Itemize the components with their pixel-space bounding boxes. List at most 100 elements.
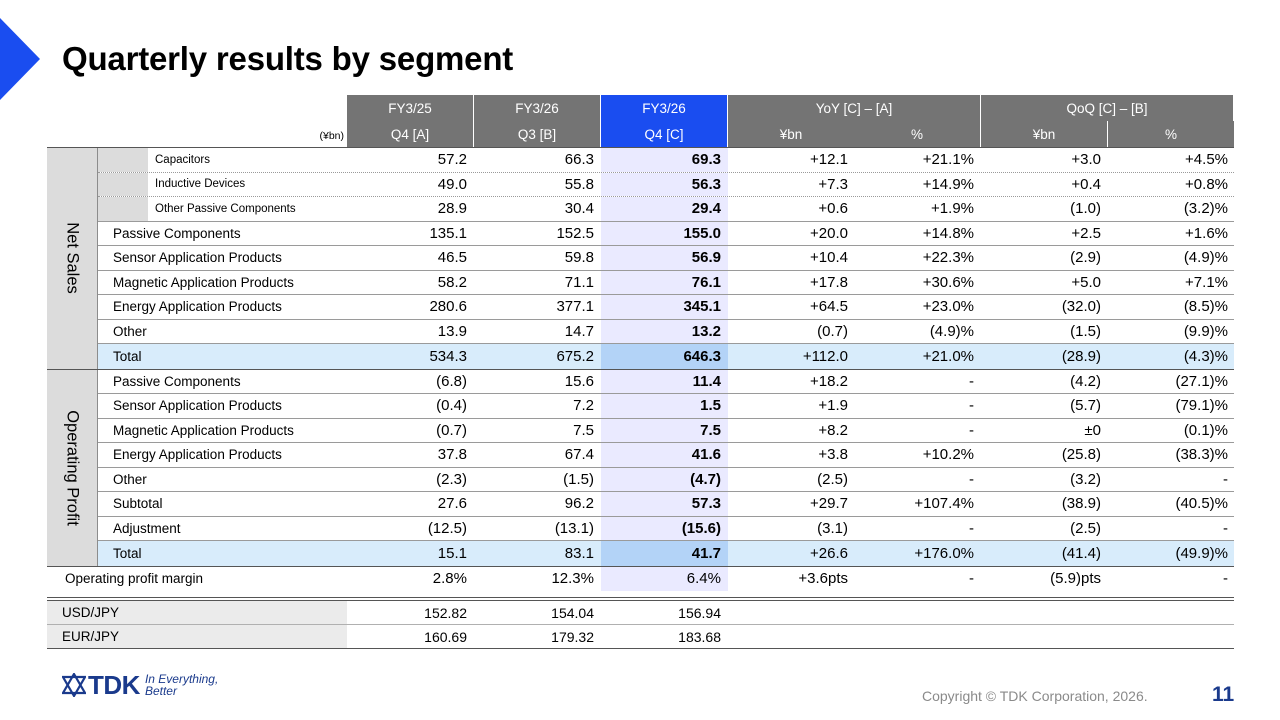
cell-col-3: +17.8 xyxy=(810,273,848,291)
header-top-0: FY3/25 xyxy=(347,95,474,121)
cell-col-6: (4.3)% xyxy=(1183,347,1228,365)
cell-col-6: (8.5)% xyxy=(1183,298,1228,316)
cell-col-5: (28.9) xyxy=(1061,347,1101,365)
table-row: Passive Components (6.8) 15.6 11.4 +18.2 - (4.… xyxy=(98,369,1234,394)
row-label: Energy Application Products xyxy=(113,447,282,463)
cell-col-0: 58.2 xyxy=(437,273,467,291)
table-row: Other Passive Components 28.9 30.4 29.4 +0.6… xyxy=(98,197,1234,222)
cell-col-4: +14.8% xyxy=(922,224,974,242)
cell-col-3: +112.0 xyxy=(802,347,848,365)
cell-col-6: (0.1)% xyxy=(1183,421,1228,439)
cell-col-2: 29.4 xyxy=(601,197,728,221)
cell-col-4: - xyxy=(969,397,974,415)
cell-col-1: 675.2 xyxy=(556,347,594,365)
cell-col-6: - xyxy=(1223,519,1228,537)
cell-col-1: 30.4 xyxy=(564,200,594,218)
cell-col-3: +3.6pts xyxy=(798,570,848,588)
header-bottom-1: Q3 [B] xyxy=(474,121,601,147)
table-row: Other 13.9 14.7 13.2 (0.7) (4.9)% (1.5) (9.9)% xyxy=(98,319,1234,344)
table-row: Energy Application Products 37.8 67.4 41.6 +… xyxy=(98,443,1234,468)
cell-col-6: - xyxy=(1223,470,1228,488)
row-label: Capacitors xyxy=(98,148,347,172)
cell-col-4: (4.9)% xyxy=(929,322,974,340)
cell-col-0: 28.9 xyxy=(437,200,467,218)
header-bottom-2: Q4 [C] xyxy=(601,121,728,147)
row-label: Sensor Application Products xyxy=(113,250,282,266)
table-row: Passive Components 135.1 152.5 155.0 +20.0 +1… xyxy=(98,221,1234,246)
tdk-logo: TDK In Everything, Better xyxy=(62,672,218,698)
cell-col-4: - xyxy=(969,570,974,588)
cell-col-0: 280.6 xyxy=(429,298,467,316)
cell-col-5: (1.0) xyxy=(1070,200,1101,218)
margin-top-line xyxy=(47,565,1234,567)
row-label: EUR/JPY xyxy=(47,625,347,648)
cell-col-3: +8.2 xyxy=(818,421,848,439)
cell-col-3: (3.1) xyxy=(817,519,848,537)
tdk-mark-icon xyxy=(62,673,86,697)
row-label: Total xyxy=(98,541,347,566)
table-row: Other (2.3) (1.5) (4.7) (2.5) - (3.2) - xyxy=(98,467,1234,492)
cell-col-1: 55.8 xyxy=(564,175,594,193)
cell-col-2: 155.0 xyxy=(601,221,728,245)
cell-col-6: (40.5)% xyxy=(1175,495,1228,513)
cell-col-0: 27.6 xyxy=(437,495,467,513)
header-bottom-5: ¥bn xyxy=(981,121,1108,147)
cell-col-2: 57.3 xyxy=(601,492,728,516)
cell-col-3: +20.0 xyxy=(810,224,848,242)
cell-col-2: 7.5 xyxy=(601,418,728,442)
row-label: Passive Components xyxy=(113,225,241,241)
cell-col-0: 152.82 xyxy=(424,604,467,621)
cell-col-2: 41.6 xyxy=(601,443,728,467)
row-label: Energy Application Products xyxy=(113,299,282,315)
cell-col-3: +0.6 xyxy=(818,200,848,218)
header-bottom-0: Q4 [A] xyxy=(347,121,474,147)
cell-col-5: (32.0) xyxy=(1061,298,1101,316)
cell-col-0: 135.1 xyxy=(429,224,467,242)
cell-col-4: +107.4% xyxy=(914,495,974,513)
table-row: Sensor Application Products (0.4) 7.2 1.5 +1… xyxy=(98,394,1234,419)
cell-col-2: (15.6) xyxy=(601,516,728,540)
cell-col-5: +5.0 xyxy=(1071,273,1101,291)
cell-col-4: +10.2% xyxy=(922,446,974,464)
page-title: Quarterly results by segment xyxy=(62,40,514,77)
table-row: Energy Application Products 280.6 377.1 345… xyxy=(98,295,1234,320)
cell-col-1: 83.1 xyxy=(564,544,594,562)
group-separator-line xyxy=(47,368,1234,370)
cell-col-2: 41.7 xyxy=(601,541,728,566)
fx-row: EUR/JPY 160.69 179.32 183.68 xyxy=(47,625,1234,649)
cell-col-4: +14.9% xyxy=(922,175,974,193)
corner-triangle-decoration xyxy=(0,18,40,100)
net-sales-group-label: Net Sales xyxy=(47,148,98,369)
cell-col-0: 57.2 xyxy=(437,151,467,169)
cell-col-3: +7.3 xyxy=(818,175,848,193)
double-line-a xyxy=(47,597,1234,598)
cell-col-1: 71.1 xyxy=(564,273,594,291)
cell-col-6: (3.2)% xyxy=(1183,200,1228,218)
cell-col-3: +10.4 xyxy=(810,249,848,267)
cell-col-1: 67.4 xyxy=(564,446,594,464)
cell-col-2: (4.7) xyxy=(601,467,728,491)
table-row: Subtotal 27.6 96.2 57.3 +29.7 +107.4% (38.9) (4… xyxy=(98,492,1234,517)
row-label: Operating profit margin xyxy=(65,571,204,587)
table-row: Sensor Application Products 46.5 59.8 56.9 +… xyxy=(98,246,1234,271)
row-label: Passive Components xyxy=(113,373,241,389)
double-line-b xyxy=(47,600,1234,601)
cell-col-1: 7.2 xyxy=(573,397,594,415)
page-number: 11 xyxy=(1212,683,1235,706)
cell-col-6: (38.3)% xyxy=(1175,446,1228,464)
cell-col-1: 14.7 xyxy=(564,322,594,340)
cell-col-5: (38.9) xyxy=(1061,495,1101,513)
cell-col-6: (4.9)% xyxy=(1183,249,1228,267)
cell-col-2: 156.94 xyxy=(678,604,721,621)
cell-col-5: (1.5) xyxy=(1070,322,1101,340)
cell-col-6: +1.6% xyxy=(1185,224,1228,242)
cell-col-1: 179.32 xyxy=(551,628,594,645)
cell-col-6: - xyxy=(1223,570,1228,588)
cell-col-0: 46.5 xyxy=(437,249,467,267)
cell-col-6: (79.1)% xyxy=(1175,397,1228,415)
net-sales-top-line xyxy=(47,147,1234,148)
cell-col-4: +176.0% xyxy=(914,544,974,562)
row-label: USD/JPY xyxy=(47,601,347,624)
table-row: Inductive Devices 49.0 55.8 56.3 +7.3 +14.9% +… xyxy=(98,172,1234,197)
cell-col-4: - xyxy=(969,470,974,488)
